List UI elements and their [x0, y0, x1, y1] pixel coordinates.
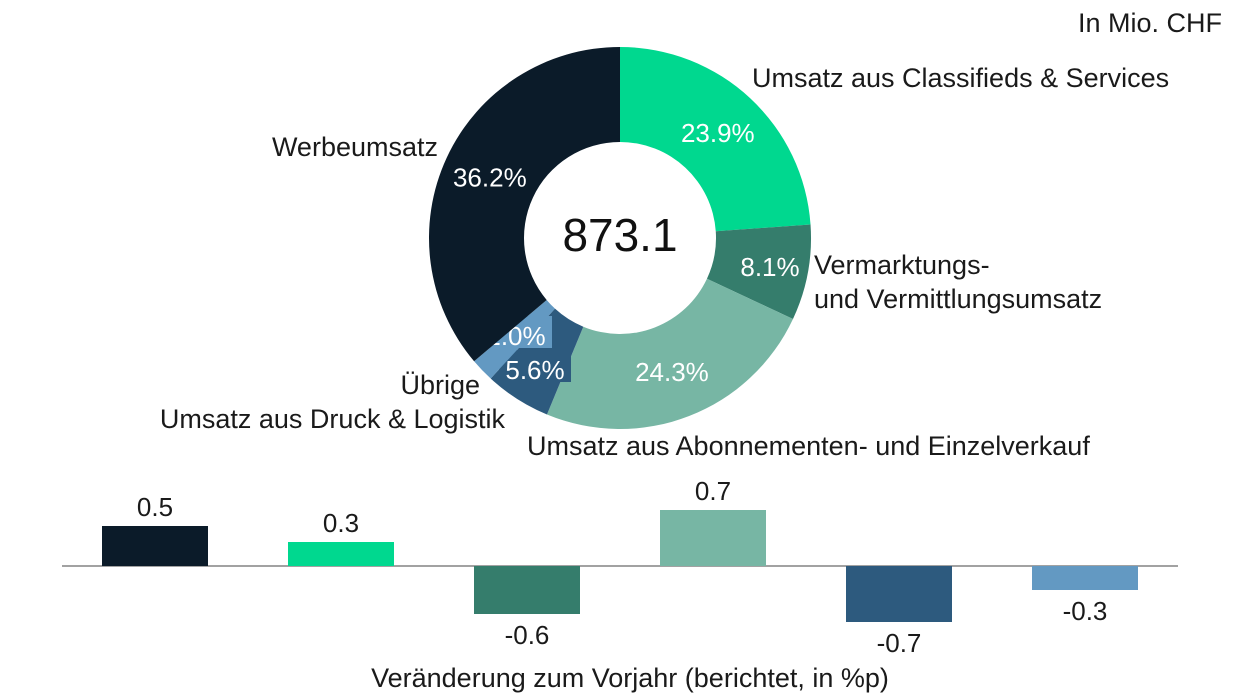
donut-center-value: 873.1: [562, 209, 677, 261]
bar-value-label: -0.6: [505, 620, 550, 650]
bar-value-label: 0.7: [695, 476, 731, 506]
bar: [846, 566, 952, 622]
label-vermarktung-line2: und Vermittlungsumsatz: [814, 284, 1102, 314]
bar-value-label: 0.5: [137, 492, 173, 522]
slice-value-label: 8.1%: [740, 252, 799, 282]
slice-value-label: 24.3%: [635, 357, 709, 387]
slice-value-label: 23.9%: [681, 118, 755, 148]
bar-chart-xlabel: Veränderung zum Vorjahr (berichtet, in %…: [371, 663, 889, 693]
donut-chart: 23.9%8.1%24.3%5.6%2.0%36.2%: [428, 46, 811, 429]
bar: [1032, 566, 1138, 590]
label-uebrige: Übrige: [400, 370, 480, 400]
label-druck-logistik: Umsatz aus Druck & Logistik: [160, 404, 506, 434]
donut-slice: [620, 47, 811, 232]
label-abonnement: Umsatz aus Abonnementen- und Einzelverka…: [527, 431, 1090, 461]
unit-note: In Mio. CHF: [1077, 8, 1222, 38]
bar: [474, 566, 580, 614]
donut-slice: [546, 278, 793, 429]
bar-value-label: -0.7: [877, 628, 922, 658]
bar: [288, 542, 394, 566]
slice-value-label: 36.2%: [453, 163, 527, 193]
bar-chart: 0.5 0.3 -0.6 0.7 -0.7 -0.3: [62, 476, 1178, 658]
label-classifieds: Umsatz aus Classifieds & Services: [752, 63, 1169, 93]
bar-value-label: 0.3: [323, 508, 359, 538]
donut-slice: [428, 46, 620, 362]
label-vermarktung-line1: Vermarktungs-: [814, 250, 990, 280]
label-werbeumsatz: Werbeumsatz: [272, 132, 438, 162]
bar: [102, 526, 208, 566]
bar-value-label: -0.3: [1063, 596, 1108, 626]
bar: [660, 510, 766, 566]
donut-slice: [706, 224, 811, 319]
donut-category-labels: Umsatz aus Classifieds & Services Vermar…: [160, 63, 1169, 461]
slice-value-label: 5.6%: [505, 355, 564, 385]
